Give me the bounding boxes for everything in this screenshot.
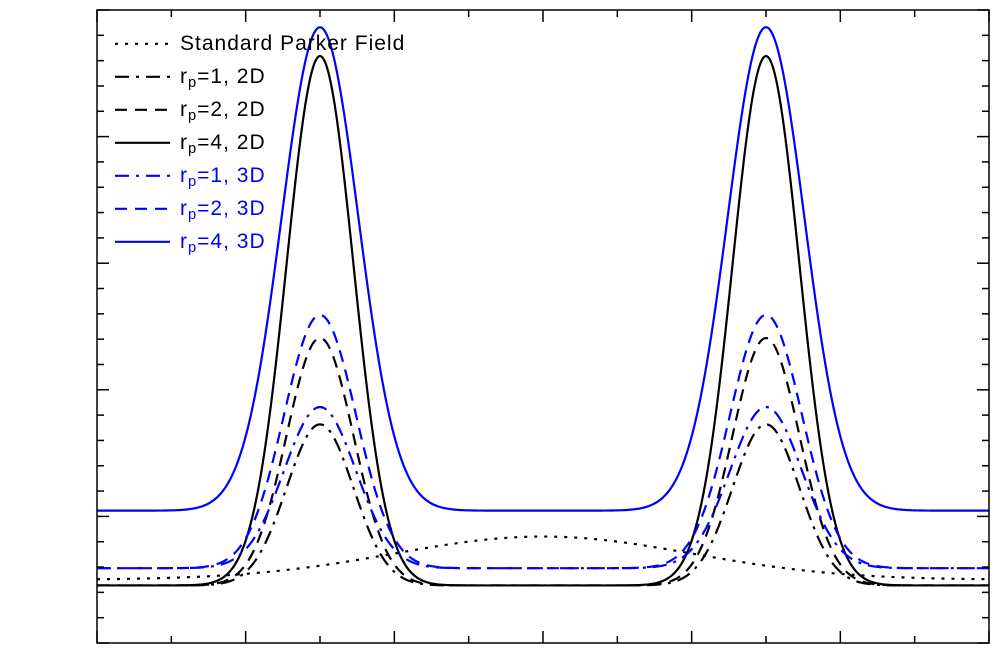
legend: Standard Parker Field rp=1, 2D rp=2, 2D rp=… <box>115 32 405 256</box>
legend-label-rp4_2d: rp=4, 2D <box>180 131 266 157</box>
legend-label-rp1_2d: rp=1, 2D <box>180 65 266 91</box>
series-parker <box>97 537 989 580</box>
legend-label-rp4_3d: rp=4, 3D <box>180 230 266 256</box>
chart: Standard Parker Field rp=1, 2D rp=2, 2D rp=… <box>0 0 1000 652</box>
series-rp2_2d <box>97 338 989 585</box>
legend-label-rp2_2d: rp=2, 2D <box>180 98 266 124</box>
legend-label-rp1_3d: rp=1, 3D <box>180 164 266 190</box>
series-rp1_3d <box>97 407 989 568</box>
legend-label-parker: Standard Parker Field <box>180 32 405 55</box>
legend-label-rp2_3d: rp=2, 3D <box>180 197 266 223</box>
series-rp2_3d <box>97 315 989 568</box>
